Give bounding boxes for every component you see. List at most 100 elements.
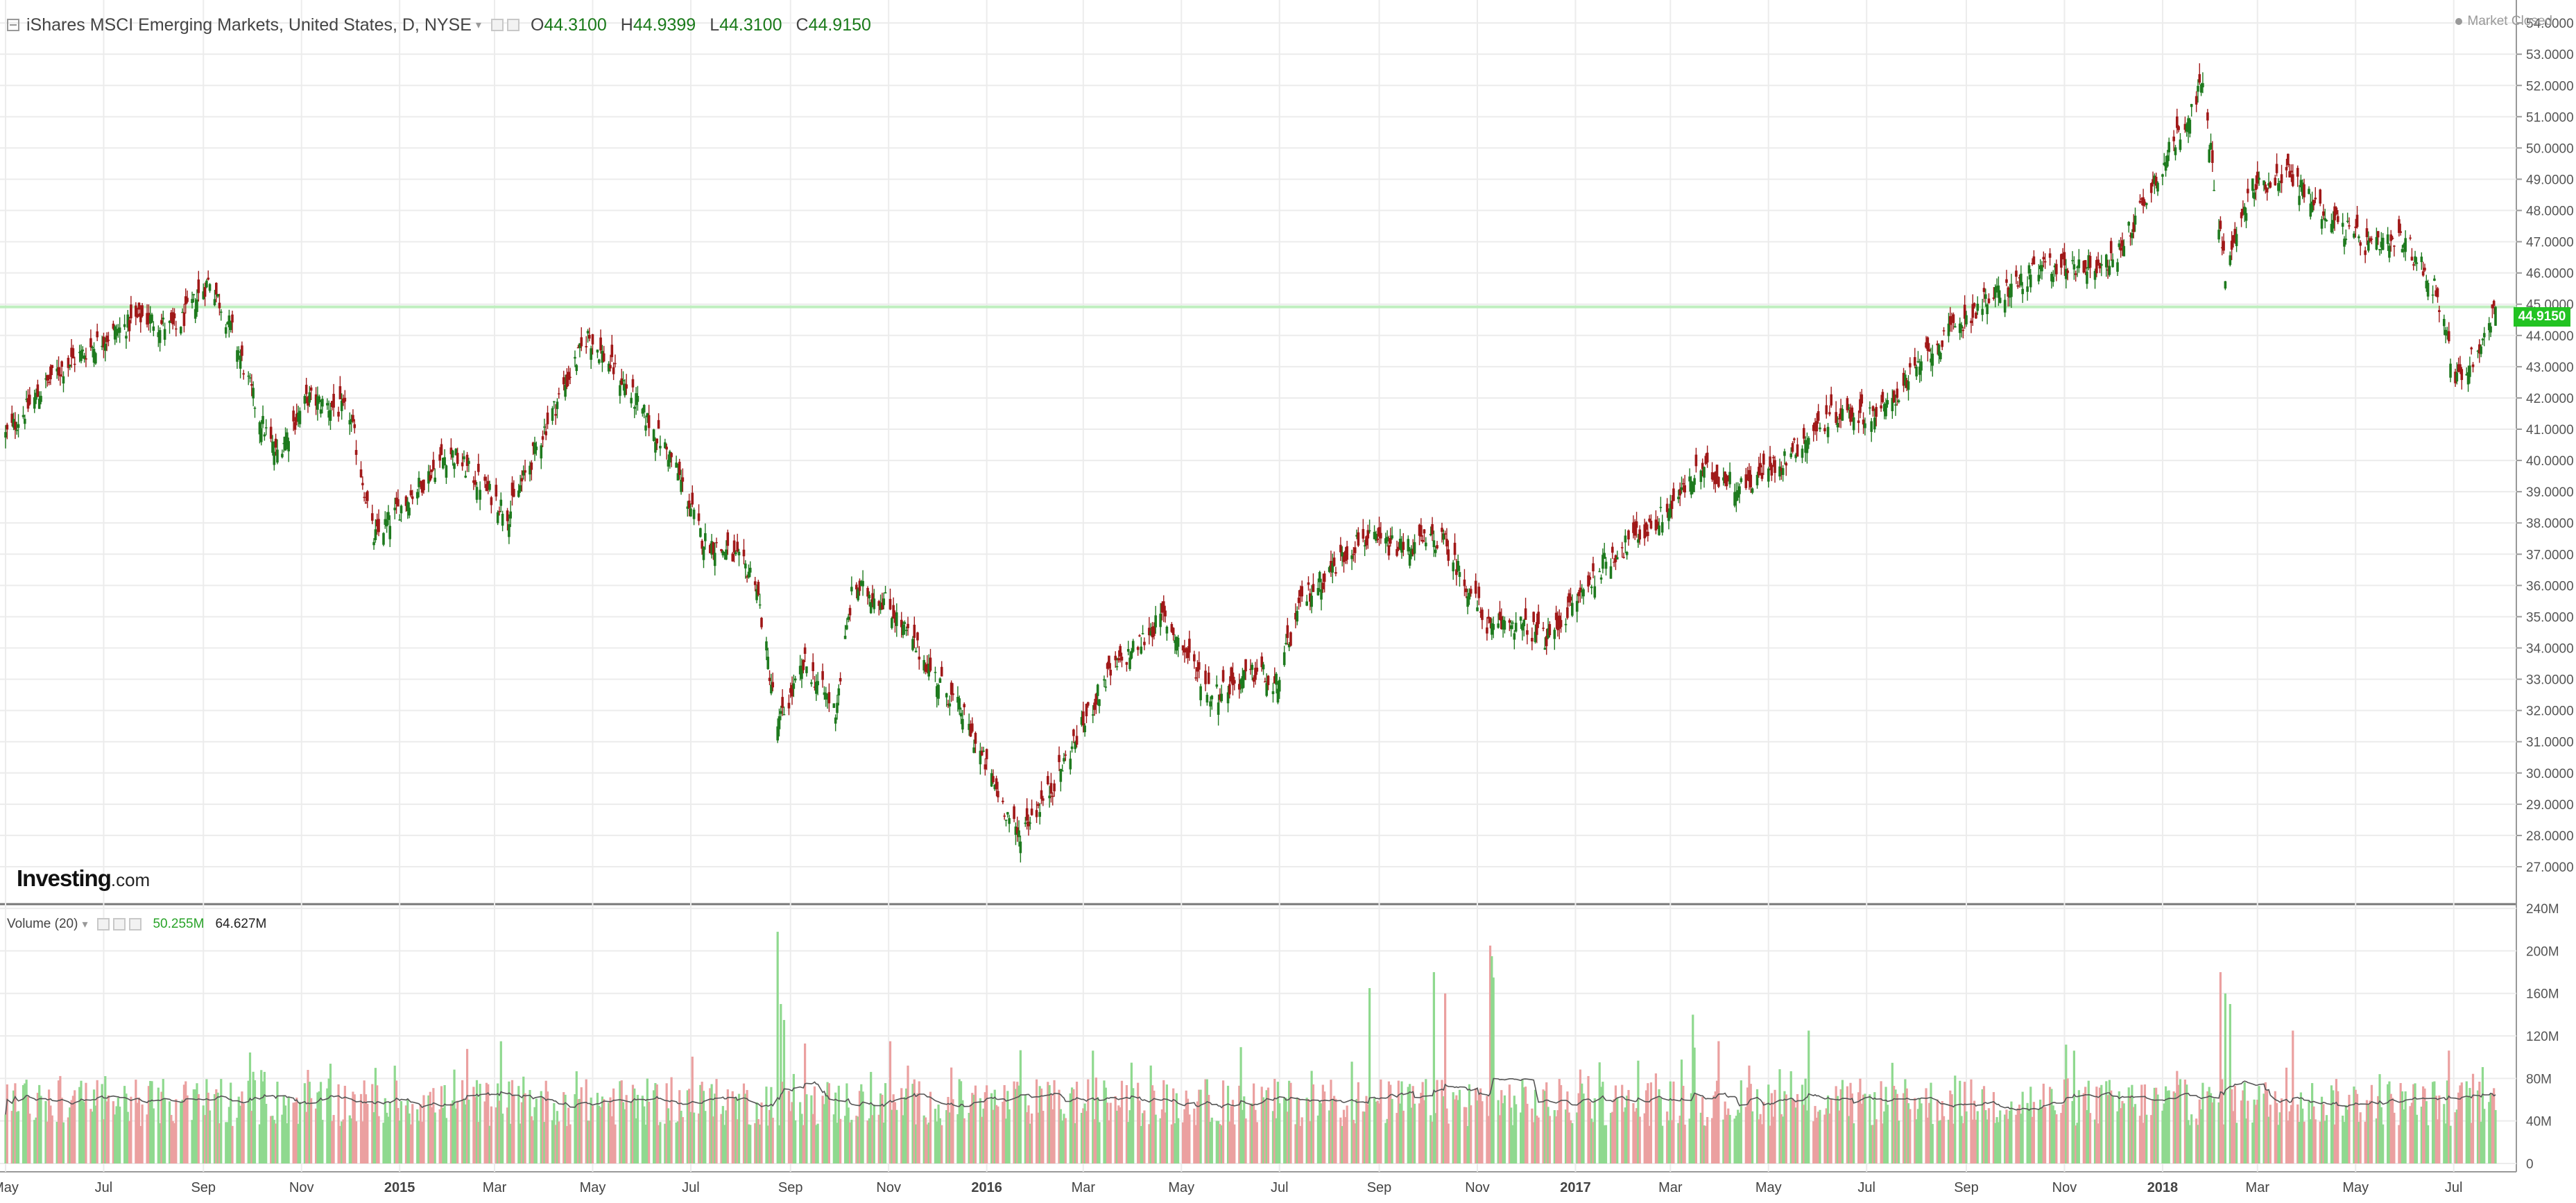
volume-bar xyxy=(6,1084,8,1163)
collapse-toggle-icon[interactable] xyxy=(7,19,19,31)
volume-bar xyxy=(202,1105,205,1163)
volume-bar xyxy=(934,1109,937,1163)
candle-body xyxy=(2494,306,2497,326)
candle-body xyxy=(2410,257,2414,261)
candle-body xyxy=(2381,237,2385,250)
volume-bar xyxy=(293,1102,297,1163)
volume-bar xyxy=(1108,1120,1110,1163)
candle-body xyxy=(2201,83,2204,87)
volume-bar xyxy=(427,1095,430,1163)
volume-bar xyxy=(149,1080,152,1163)
volume-bar xyxy=(1604,1125,1608,1163)
volume-bar xyxy=(2050,1089,2053,1163)
volume-bar xyxy=(1468,1084,1471,1163)
candle-body xyxy=(354,449,358,456)
candle-body xyxy=(465,454,469,467)
volume-bar xyxy=(2186,1084,2188,1163)
candle-body xyxy=(1069,759,1072,770)
candle-body xyxy=(382,533,385,545)
candle-body xyxy=(2077,259,2081,268)
candle-body xyxy=(1289,632,1292,646)
candle-body xyxy=(641,408,644,414)
volume-bar xyxy=(57,1080,60,1163)
candle-body xyxy=(1241,676,1244,689)
volume-bar xyxy=(472,1087,475,1163)
candle-body xyxy=(2482,333,2486,338)
status-dot-icon xyxy=(2455,18,2462,25)
candle-body xyxy=(907,623,909,629)
candle-body xyxy=(832,703,836,708)
hide-icon[interactable] xyxy=(506,19,520,31)
candle-body xyxy=(1728,471,1731,485)
candle-body xyxy=(938,678,942,683)
volume-bar xyxy=(836,1123,839,1163)
volume-bar xyxy=(1635,1108,1638,1163)
volume-bar xyxy=(2106,1095,2109,1163)
candle-body xyxy=(1188,639,1191,653)
volume-bar xyxy=(2088,1113,2092,1163)
candle-body xyxy=(979,750,982,765)
volume-bar xyxy=(1835,1086,1837,1163)
candle-body xyxy=(2369,238,2371,241)
candle-body xyxy=(2287,153,2290,166)
volume-bar xyxy=(352,1091,354,1163)
volume-bar xyxy=(506,1107,509,1163)
volume-bar xyxy=(791,1102,793,1163)
volume-bar xyxy=(691,1056,694,1163)
volume-bar xyxy=(1260,1087,1263,1163)
volume-bar xyxy=(737,1093,741,1163)
volume-bar xyxy=(419,1104,422,1163)
candle-body xyxy=(791,684,793,697)
hide-icon[interactable] xyxy=(113,918,126,931)
close-icon[interactable] xyxy=(129,918,142,931)
volume-bar xyxy=(1159,1118,1162,1163)
candle-body xyxy=(1464,588,1468,592)
candle-body xyxy=(2426,283,2430,297)
chevron-down-icon[interactable]: ▾ xyxy=(82,919,88,931)
volume-bar xyxy=(208,1110,212,1163)
volume-bar xyxy=(2278,1112,2281,1163)
candle-body xyxy=(1341,552,1343,557)
volume-bar xyxy=(1577,1093,1580,1163)
volume-bar xyxy=(601,1096,603,1163)
candle-body xyxy=(569,377,572,379)
candle-body xyxy=(836,702,839,713)
chevron-down-icon[interactable]: ▾ xyxy=(475,19,481,31)
candle-body xyxy=(252,388,255,399)
candle-body xyxy=(427,471,430,484)
volume-bar xyxy=(1920,1103,1923,1163)
volume-bar xyxy=(2122,1103,2125,1163)
settings-icon[interactable] xyxy=(97,918,110,931)
volume-bar xyxy=(371,1084,374,1163)
candle-body xyxy=(2470,347,2473,349)
candle-body xyxy=(1952,314,1955,323)
candle-body xyxy=(1769,456,1771,467)
candle-body xyxy=(1339,544,1342,553)
volume-bar xyxy=(247,1080,250,1163)
volume-bar xyxy=(787,1091,791,1163)
candle-body xyxy=(1143,641,1146,646)
price-tick-label: 54.0000 xyxy=(2526,17,2574,31)
volume-bar xyxy=(1849,1082,1852,1163)
volume-bar xyxy=(1119,1107,1122,1163)
volume-bar xyxy=(2167,1090,2170,1163)
candle-body xyxy=(1762,453,1765,465)
volume-bar xyxy=(487,1084,490,1163)
volume-bar xyxy=(1682,1086,1685,1163)
candle-body xyxy=(46,374,49,381)
volume-bar xyxy=(2342,1115,2344,1163)
settings-icon[interactable] xyxy=(490,19,504,31)
candle-body xyxy=(1726,476,1730,481)
volume-bar xyxy=(230,1082,232,1163)
volume-bar xyxy=(2435,1096,2437,1163)
volume-bar xyxy=(2359,1112,2362,1163)
candle-body xyxy=(1271,691,1275,695)
candle-body xyxy=(602,353,606,362)
candle-body xyxy=(1846,398,1849,410)
candle-body xyxy=(2219,220,2222,230)
volume-bar xyxy=(372,1112,375,1163)
volume-bar xyxy=(1253,1083,1255,1163)
candle-body xyxy=(274,438,277,448)
candle-body xyxy=(168,320,171,323)
candle-body xyxy=(2244,213,2248,221)
